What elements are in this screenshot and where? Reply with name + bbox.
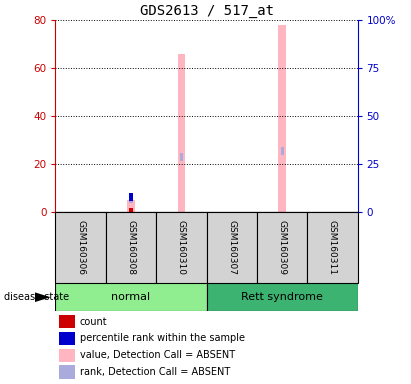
Bar (55, 283, 206, 311)
Text: count: count (80, 317, 107, 327)
Bar (129, 193, 132, 201)
Text: GSM160306: GSM160306 (76, 220, 85, 275)
Bar (129, 208, 132, 212)
Bar (58, 366, 75, 379)
Bar (129, 195, 132, 203)
Text: value, Detection Call = ABSENT: value, Detection Call = ABSENT (80, 350, 235, 360)
Text: rank, Detection Call = ABSENT: rank, Detection Call = ABSENT (80, 367, 230, 377)
Title: GDS2613 / 517_at: GDS2613 / 517_at (139, 4, 274, 18)
Bar (58, 315, 75, 328)
Text: disease state: disease state (4, 292, 69, 302)
Bar (281, 147, 284, 155)
Text: GSM160310: GSM160310 (177, 220, 186, 275)
Text: GSM160307: GSM160307 (227, 220, 236, 275)
Bar (156, 212, 206, 283)
Bar (206, 212, 257, 283)
Bar (55, 212, 106, 283)
Text: percentile rank within the sample: percentile rank within the sample (80, 333, 245, 344)
Bar (58, 349, 75, 362)
Bar (106, 212, 156, 283)
Bar (180, 153, 183, 161)
Text: GSM160308: GSM160308 (127, 220, 136, 275)
Text: Rett syndrome: Rett syndrome (241, 292, 323, 302)
Bar (58, 332, 75, 345)
Text: normal: normal (111, 292, 150, 302)
Bar (127, 200, 135, 212)
Bar (307, 212, 358, 283)
Text: GSM160311: GSM160311 (328, 220, 337, 275)
Bar (257, 212, 307, 283)
Bar (206, 283, 358, 311)
Polygon shape (35, 292, 51, 302)
Text: GSM160309: GSM160309 (277, 220, 286, 275)
Bar (178, 54, 185, 212)
Bar (278, 25, 286, 212)
